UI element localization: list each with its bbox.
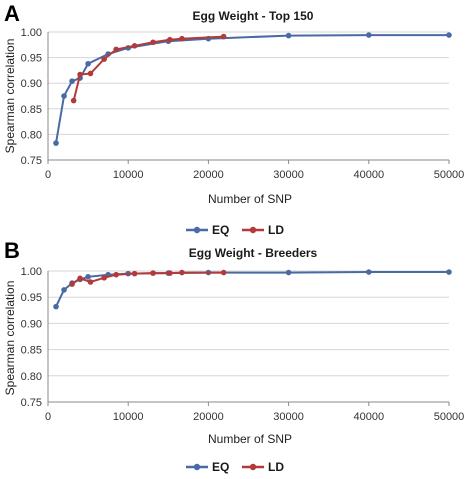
data-point-eq-4: [85, 60, 91, 67]
panel-a-title: Egg Weight - Top 150: [193, 9, 314, 23]
data-point-ld-8: [179, 35, 185, 42]
x-tick-label-0: 0: [45, 411, 51, 423]
data-point-ld-9: [220, 33, 227, 40]
x-tick-label-5: 50000: [434, 411, 465, 423]
data-point-eq-2: [69, 78, 75, 84]
data-point-ld-9: [220, 269, 227, 276]
panel-a-y-axis-label: Spearman correlation: [3, 39, 17, 154]
data-point-eq-1: [61, 93, 67, 99]
panel-b-x-ticks: 0 10000 20000 30000 40000 50000: [45, 402, 464, 423]
panel-a-axes: [47, 32, 449, 161]
legend-label-eq: EQ: [212, 223, 229, 237]
panel-a-x-ticks: 0 10000 20000 30000 40000 50000: [45, 160, 464, 181]
data-point-eq-11: [446, 32, 452, 38]
y-tick-label-2: 0.85: [21, 104, 42, 116]
data-point-ld-6: [150, 270, 156, 276]
panel-b-y-ticks: 0.75 0.80 0.85 0.90 0.95 1.00: [21, 266, 42, 409]
data-point-eq-9: [285, 269, 292, 276]
panel-a-letter: A: [4, 1, 20, 26]
y-tick-label-1: 0.80: [21, 129, 42, 141]
panel-a-gridlines: [48, 31, 449, 161]
data-point-eq-4: [85, 273, 91, 280]
x-tick-label-1: 10000: [113, 411, 144, 423]
x-tick-label-2: 20000: [193, 169, 224, 181]
x-tick-label-4: 40000: [354, 169, 385, 181]
data-point-ld-0: [70, 97, 77, 104]
panel-b-title: Egg Weight - Breeders: [189, 246, 318, 260]
y-tick-label-0: 0.75: [21, 397, 42, 409]
panel-b-x-axis-label: Number of SNP: [208, 432, 292, 446]
legend-marker-ld: [249, 463, 257, 471]
panel-b-axes: [47, 271, 449, 403]
x-tick-label-3: 30000: [273, 169, 304, 181]
y-tick-label-5: 1.00: [21, 27, 42, 39]
data-point-ld-4: [113, 46, 119, 53]
legend-label-ld: LD: [268, 460, 284, 474]
legend-marker-eq: [193, 226, 201, 234]
series-line-ld: [71, 271, 224, 285]
panel-b-legend: EQ LD: [186, 460, 284, 474]
panel-b-series: [53, 269, 452, 310]
data-point-ld-2: [87, 279, 94, 285]
panel-a-x-axis-label: Number of SNP: [208, 192, 292, 206]
data-point-ld-8: [179, 269, 185, 276]
data-point-ld-7: [167, 36, 173, 43]
data-point-ld-4: [113, 271, 119, 278]
legend-label-ld: LD: [268, 223, 284, 237]
y-tick-label-0: 0.75: [21, 155, 42, 167]
panel-a-legend: EQ LD: [186, 223, 284, 237]
y-tick-label-5: 1.00: [21, 266, 42, 278]
data-point-ld-5: [131, 270, 138, 277]
data-point-ld-6: [150, 39, 156, 46]
panel-a-series: [53, 32, 452, 146]
x-tick-label-3: 30000: [273, 411, 304, 423]
data-point-eq-10: [366, 269, 372, 275]
data-point-ld-7: [167, 270, 173, 276]
y-tick-label-4: 0.95: [21, 53, 42, 65]
panel-b-gridlines: [48, 270, 449, 403]
panel-b: B Egg Weight - Breeders 0.75 0.80 0.85 0.90…: [3, 238, 464, 474]
legend-label-eq: EQ: [212, 460, 229, 474]
data-point-eq-9: [285, 32, 292, 39]
panel-a-y-ticks: 0.75 0.80 0.85 0.90 0.95 1.00: [21, 27, 42, 167]
series-line-eq: [55, 271, 449, 308]
x-tick-label-1: 10000: [113, 169, 144, 181]
y-tick-label-2: 0.85: [21, 345, 42, 357]
legend-marker-ld: [249, 226, 257, 234]
data-point-ld-0: [69, 281, 75, 287]
panel-a: A Egg Weight - Top 150 0.750.800.850.900…: [3, 1, 464, 237]
legend-marker-eq: [193, 463, 201, 471]
x-tick-label-5: 50000: [434, 169, 465, 181]
data-point-ld-5: [131, 43, 138, 49]
x-tick-label-2: 20000: [193, 411, 224, 423]
y-tick-label-4: 0.95: [21, 292, 42, 304]
data-point-ld-3: [101, 275, 107, 281]
data-point-eq-1: [61, 287, 67, 293]
y-tick-label-3: 0.90: [21, 318, 42, 330]
data-point-eq-0: [53, 140, 59, 146]
data-point-ld-2: [87, 70, 94, 77]
data-point-eq-11: [446, 269, 452, 275]
panel-b-letter: B: [4, 238, 20, 263]
data-point-eq-0: [53, 303, 59, 310]
data-point-ld-1: [77, 275, 83, 282]
data-point-eq-10: [366, 32, 372, 38]
data-point-ld-1: [77, 71, 83, 78]
y-tick-label-1: 0.80: [21, 371, 42, 383]
data-point-ld-3: [101, 56, 107, 62]
x-tick-label-0: 0: [45, 169, 51, 181]
x-tick-label-4: 40000: [354, 411, 385, 423]
series-line-ld: [72, 35, 224, 101]
y-tick-label-3: 0.90: [21, 78, 42, 90]
panel-b-y-axis-label: Spearman correlation: [3, 281, 17, 396]
